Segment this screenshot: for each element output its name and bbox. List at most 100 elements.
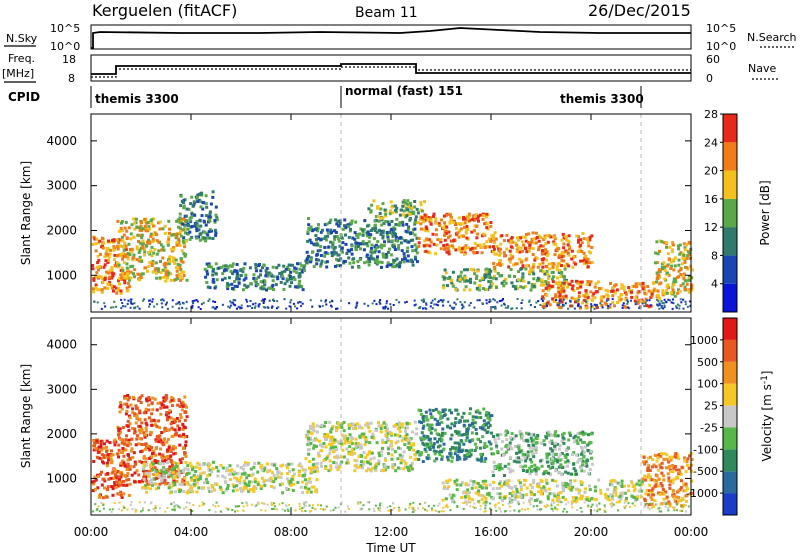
power-echo-cell xyxy=(239,274,243,277)
power-ground-cell xyxy=(418,306,421,309)
velocity-echo-cell xyxy=(144,457,148,461)
velocity-echo-cell xyxy=(505,429,509,433)
velocity-echo-cell xyxy=(336,426,340,430)
velocity-echo-cell xyxy=(329,435,333,439)
velocity-echo-cell xyxy=(344,434,348,438)
power-echo-cell xyxy=(510,236,514,239)
power-ground-cell xyxy=(299,301,302,304)
power-echo-cell xyxy=(655,280,659,284)
power-echo-cell xyxy=(561,281,564,285)
power-echo-cell xyxy=(504,277,508,281)
velocity-echo-cell xyxy=(297,474,301,477)
velocity-echo-cell xyxy=(330,443,334,446)
power-echo-cell xyxy=(398,213,402,217)
power-echo-cell xyxy=(179,259,183,263)
velocity-echo-cell xyxy=(539,478,543,482)
power-echo-cell xyxy=(288,284,292,288)
velocity-echo-cell xyxy=(163,427,167,431)
power-echo-cell xyxy=(100,236,104,240)
power-echo-cell xyxy=(124,253,128,257)
power-echo-cell xyxy=(211,277,215,281)
velocity-echo-cell xyxy=(275,467,279,471)
power-ytick-label: 4000 xyxy=(46,134,77,148)
power-echo-cell xyxy=(290,277,293,281)
power-echo-cell xyxy=(325,238,329,242)
velocity-echo-cell xyxy=(345,438,349,442)
velocity-echo-cell xyxy=(169,460,173,464)
velocity-echo-cell xyxy=(307,448,311,451)
velocity-echo-cell xyxy=(507,467,511,470)
velocity-echo-cell xyxy=(113,438,117,442)
power-echo-cell xyxy=(132,235,136,239)
power-echo-cell xyxy=(443,229,447,233)
velocity-echo-cell xyxy=(336,456,340,460)
power-echo-cell xyxy=(577,295,581,298)
power-echo-cell xyxy=(540,249,544,253)
power-echo-cell xyxy=(333,245,337,249)
velocity-echo-cell xyxy=(338,465,342,469)
velocity-echo-cell xyxy=(301,491,305,494)
power-echo-cell xyxy=(547,234,551,238)
power-echo-cell xyxy=(491,235,495,239)
power-echo-cell xyxy=(557,284,561,288)
power-echo-cell xyxy=(511,255,515,259)
power-echo-cell xyxy=(519,246,523,250)
power-echo-cell xyxy=(104,259,108,263)
velocity-echo-cell xyxy=(132,451,136,455)
velocity-echo-cell xyxy=(542,485,546,489)
power-echo-cell xyxy=(175,243,179,247)
velocity-echo-cell xyxy=(130,426,134,430)
power-echo-cell xyxy=(233,284,237,288)
velocity-echo-cell xyxy=(100,448,104,452)
power-echo-cell xyxy=(309,241,313,245)
power-echo-cell xyxy=(282,287,286,291)
nsky-label: N.Sky xyxy=(6,32,38,45)
power-echo-cell xyxy=(655,271,659,275)
power-echo-cell xyxy=(676,291,680,295)
velocity-echo-cell xyxy=(171,447,175,451)
power-ground-cell xyxy=(234,299,237,302)
velocity-echo-cell xyxy=(413,453,417,457)
velocity-echo-cell xyxy=(558,444,562,448)
velocity-echo-cell xyxy=(492,466,496,470)
velocity-echo-cell xyxy=(177,474,181,478)
power-echo-cell xyxy=(338,219,342,223)
power-echo-cell xyxy=(185,278,189,282)
power-echo-cell xyxy=(604,288,608,292)
velocity-echo-cell xyxy=(290,477,294,481)
velocity-echo-cell xyxy=(191,490,195,494)
power-echo-cell xyxy=(673,294,677,298)
velocity-echo-cell xyxy=(480,454,484,458)
power-ground-cell xyxy=(686,305,689,308)
velocity-echo-cell xyxy=(379,427,383,431)
power-ground-cell xyxy=(607,305,610,307)
velocity-echo-cell xyxy=(303,485,307,489)
power-echo-cell xyxy=(182,270,185,274)
power-echo-cell xyxy=(541,295,545,299)
power-echo-cell xyxy=(403,257,407,261)
power-echo-cell xyxy=(505,233,509,237)
power-echo-cell xyxy=(132,217,136,221)
power-ground-cell xyxy=(288,305,291,308)
power-echo-cell xyxy=(359,247,362,251)
power-echo-cell xyxy=(359,242,363,246)
velocity-echo-cell xyxy=(508,441,512,445)
velocity-echo-cell xyxy=(530,469,534,473)
power-echo-cell xyxy=(193,224,197,228)
power-echo-cell xyxy=(500,234,504,238)
power-echo-cell xyxy=(205,205,209,209)
velocity-echo-cell xyxy=(359,463,363,467)
velocity-echo-cell xyxy=(117,448,121,452)
velocity-echo-cell xyxy=(491,487,495,491)
velocity-echo-cell xyxy=(456,412,460,416)
velocity-echo-cell xyxy=(166,457,170,461)
velocity-echo-cell xyxy=(183,476,187,480)
power-echo-cell xyxy=(389,209,393,213)
velocity-echo-cell xyxy=(476,458,480,462)
power-echo-cell xyxy=(541,289,545,293)
velocity-echo-cell xyxy=(100,483,104,487)
power-ground-cell xyxy=(520,302,523,304)
velocity-echo-cell xyxy=(270,485,274,488)
power-echo-cell xyxy=(462,215,466,219)
power-echo-cell xyxy=(593,296,597,300)
